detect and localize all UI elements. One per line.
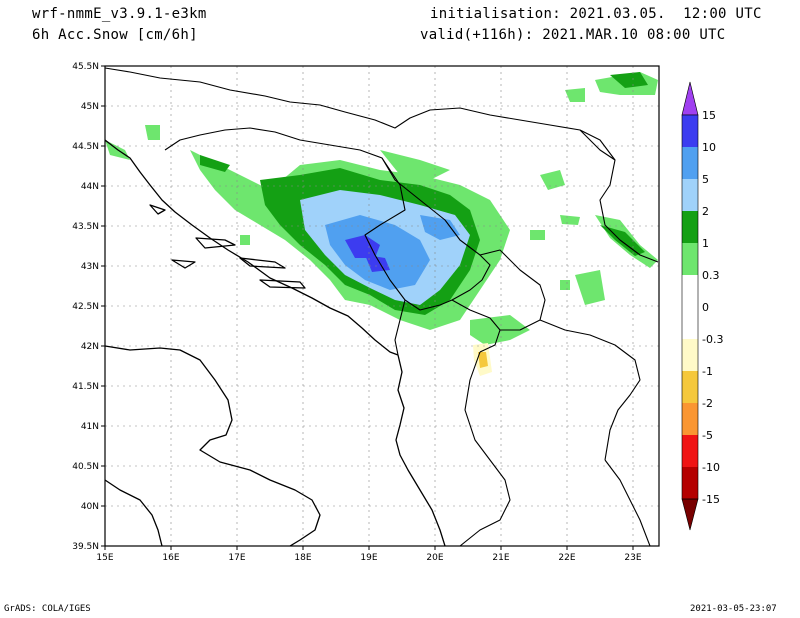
colorbar-bin <box>682 435 698 467</box>
lat-label: 39.5N <box>72 542 99 552</box>
colorbar-bin <box>682 275 698 307</box>
lat-label: 43N <box>81 262 99 272</box>
lon-label: 17E <box>228 553 245 563</box>
colorbar-label: -10 <box>702 461 720 474</box>
snow-field-negative <box>473 343 492 376</box>
lat-label: 42N <box>81 342 99 352</box>
lon-label: 18E <box>294 553 311 563</box>
colorbar-label: 0.3 <box>702 269 720 282</box>
colorbar-bottom-arrow <box>681 498 699 531</box>
snow-field-midblue <box>325 215 460 290</box>
lon-label: 16E <box>162 553 179 563</box>
lon-label: 19E <box>360 553 377 563</box>
product-title: 6h Acc.Snow [cm/6h] <box>32 27 198 43</box>
colorbar-label: 10 <box>702 141 716 154</box>
lon-labels: 15E 16E 17E 18E 19E 20E 21E 22E 23E <box>96 553 641 563</box>
lat-label: 45.5N <box>72 62 99 72</box>
colorbar-label: -1 <box>702 365 713 378</box>
colorbar-label: 2 <box>702 205 709 218</box>
colorbar-bin <box>682 243 698 275</box>
colorbar-bin <box>682 339 698 371</box>
lon-label: 23E <box>624 553 641 563</box>
lat-label: 43.5N <box>72 222 99 232</box>
borders <box>105 67 659 546</box>
colorbar-bin <box>682 467 698 499</box>
model-title: wrf-nmmE_v3.9.1-e3km <box>32 6 207 22</box>
colorbar-bin <box>682 211 698 243</box>
lon-label: 15E <box>96 553 113 563</box>
lat-label: 44.5N <box>72 142 99 152</box>
colorbar-bin <box>682 307 698 339</box>
colorbar-label: 5 <box>702 173 709 186</box>
lat-label: 44N <box>81 182 99 192</box>
colorbar-bin <box>682 371 698 403</box>
map-field <box>105 66 659 546</box>
colorbar: 15 10 5 2 1 0.3 0 -0.3 -1 -2 -5 -10 -15 <box>681 81 723 531</box>
colorbar-label: -2 <box>702 397 713 410</box>
colorbar-bin <box>682 403 698 435</box>
lat-label: 41N <box>81 422 99 432</box>
lon-label: 22E <box>558 553 575 563</box>
lat-labels: 45.5N 45N 44.5N 44N 43.5N 43N 42.5N 42N … <box>72 62 99 552</box>
colorbar-bin <box>682 115 698 147</box>
init-time: initialisation: 2021.03.05. 12:00 UTC <box>430 6 762 22</box>
axis-ticks <box>101 65 634 550</box>
colorbar-frame <box>681 114 699 500</box>
lat-label: 41.5N <box>72 382 99 392</box>
lon-label: 20E <box>426 553 443 563</box>
lat-label: 42.5N <box>72 302 99 312</box>
grads-credit: GrADS: COLA/IGES <box>4 604 91 614</box>
generation-timestamp: 2021-03-05-23:07 <box>690 604 777 614</box>
colorbar-label: 0 <box>702 301 709 314</box>
colorbar-label: -5 <box>702 429 713 442</box>
lon-label: 21E <box>492 553 509 563</box>
colorbar-bin <box>682 147 698 179</box>
colorbar-label: 15 <box>702 109 716 122</box>
lat-label: 40.5N <box>72 462 99 472</box>
colorbar-bin <box>682 179 698 211</box>
coastlines <box>105 139 446 546</box>
snow-field-darkblue <box>345 235 390 272</box>
colorbar-label: -0.3 <box>702 333 723 346</box>
valid-time: valid(+116h): 2021.MAR.10 08:00 UTC <box>420 27 726 43</box>
lat-label: 45N <box>81 102 99 112</box>
colorbar-label: -15 <box>702 493 720 506</box>
lat-label: 40N <box>81 502 99 512</box>
colorbar-label: 1 <box>702 237 709 250</box>
colorbar-top-arrow <box>681 81 699 116</box>
